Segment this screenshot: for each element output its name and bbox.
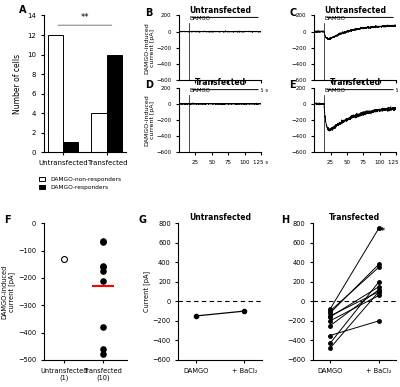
Title: Untransfected: Untransfected: [189, 214, 251, 223]
Point: [100, 262, 106, 269]
Y-axis label: DAMGO-induced
current [pA]: DAMGO-induced current [pA]: [2, 264, 15, 319]
Text: **: **: [377, 227, 386, 236]
Point: [100, 351, 106, 358]
Text: B: B: [145, 8, 152, 18]
Text: A: A: [20, 5, 27, 15]
Y-axis label: Current [pA]: Current [pA]: [143, 271, 150, 312]
Bar: [92, 113, 107, 152]
Y-axis label: DAMGO-induced
current [pA]: DAMGO-induced current [pA]: [144, 22, 155, 74]
Text: DAMGO: DAMGO: [190, 16, 210, 21]
Text: **: **: [81, 13, 89, 22]
Title: Transfected: Transfected: [194, 78, 246, 87]
Point: [100, 239, 106, 245]
Point: [100, 268, 106, 274]
Legend: DAMGO-non-responders, DAMGO-responders: DAMGO-non-responders, DAMGO-responders: [37, 174, 123, 192]
Text: H: H: [282, 215, 290, 225]
Title: Transfected: Transfected: [330, 78, 381, 87]
Y-axis label: DAMGO-induced
current [pA]: DAMGO-induced current [pA]: [144, 94, 155, 146]
Bar: [63, 142, 78, 152]
Title: Untransfected: Untransfected: [324, 6, 386, 15]
Point: [60, 256, 67, 262]
Text: E: E: [290, 80, 296, 90]
Text: D: D: [145, 80, 153, 90]
Point: [100, 277, 106, 284]
Title: Transfected: Transfected: [329, 214, 380, 223]
Title: Untransfected: Untransfected: [189, 6, 251, 15]
Bar: [48, 35, 63, 152]
Point: [100, 264, 106, 270]
Text: F: F: [4, 215, 11, 225]
Text: DAMGO: DAMGO: [325, 88, 346, 93]
Text: DAMGO: DAMGO: [325, 16, 346, 21]
Bar: [107, 55, 122, 152]
Text: C: C: [290, 8, 297, 18]
Point: [100, 346, 106, 352]
Y-axis label: Number of cells: Number of cells: [13, 54, 22, 114]
Text: G: G: [139, 215, 147, 225]
Point: [100, 238, 106, 244]
Point: [100, 324, 106, 330]
Text: DAMGO: DAMGO: [190, 88, 210, 93]
